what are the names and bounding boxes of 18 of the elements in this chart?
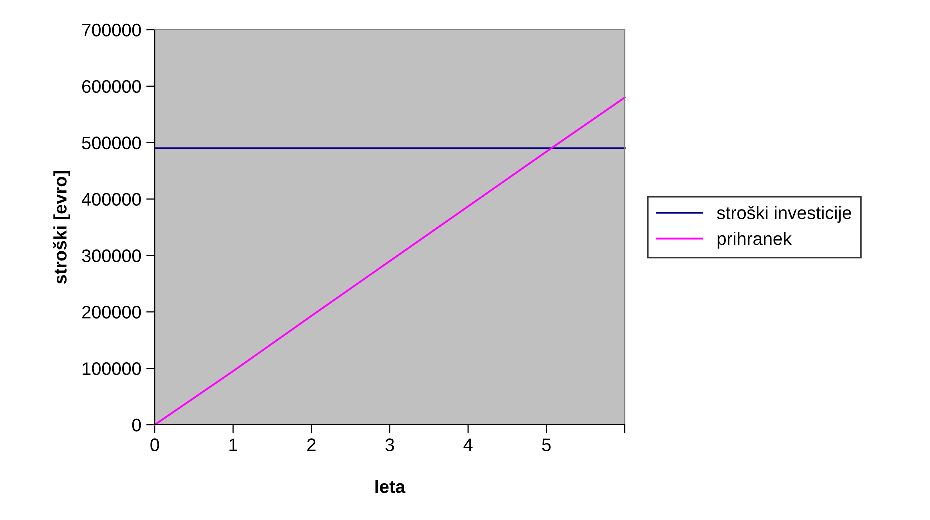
y-tick-label: 700000 <box>82 24 142 37</box>
legend-label: prihranek <box>718 232 792 249</box>
y-tick-label: 100000 <box>82 362 142 376</box>
y-tick-label: 600000 <box>82 80 142 94</box>
y-tick-label: 0 <box>132 418 142 432</box>
y-tick-label: 400000 <box>82 193 142 206</box>
x-tick-label: 2 <box>308 438 316 452</box>
y-axis-title: stroški [evro] <box>53 171 70 284</box>
x-tick-label: 0 <box>150 438 160 452</box>
legend-label: stroški investicije <box>717 206 852 224</box>
y-tick-label: 300000 <box>82 250 142 262</box>
x-tick-label: 4 <box>464 438 473 452</box>
x-axis-title: leta <box>376 480 406 494</box>
x-tick-label: 5 <box>542 438 551 452</box>
y-tick-label: 200000 <box>82 306 142 319</box>
x-tick-label: 1 <box>230 438 238 452</box>
y-tick-label: 500000 <box>82 136 142 150</box>
x-tick-label: 3 <box>386 438 394 452</box>
